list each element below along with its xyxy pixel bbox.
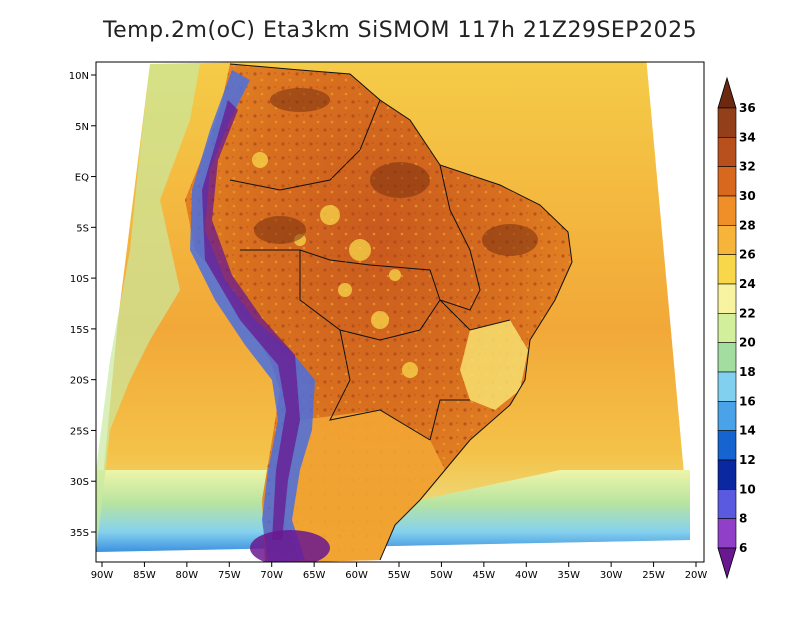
colorbar: 36 34 32 30 28 26 24 22 20 18 16 14 12 10 8 6 xyxy=(717,76,756,580)
lat-tick-label: 5N xyxy=(75,122,89,133)
colorbar-top-arrow xyxy=(717,76,737,109)
map-title: Temp.2m(oC) Eta3km SiSMOM 117h 21Z29SEP2… xyxy=(102,18,698,43)
colorbar-label: 34 xyxy=(739,130,756,144)
colorbar-bin xyxy=(717,489,737,519)
colorbar-bin xyxy=(717,401,737,431)
lon-tick-label: 45W xyxy=(473,570,496,581)
colorbar-label: 6 xyxy=(739,541,747,555)
se-highlands xyxy=(460,320,528,410)
colorbar-bin xyxy=(717,371,737,402)
colorbar-bin xyxy=(717,225,737,255)
colorbar-bin xyxy=(717,430,737,461)
colorbar-label: 36 xyxy=(739,101,756,115)
southern-cold-pool xyxy=(250,530,330,562)
lon-tick-label: 80W xyxy=(176,570,199,581)
lon-tick-label: 60W xyxy=(345,570,368,581)
lon-tick-label: 90W xyxy=(91,570,114,581)
colorbar-label: 14 xyxy=(739,424,756,438)
lon-tick-label: 25W xyxy=(642,570,665,581)
lon-tick-label: 50W xyxy=(430,570,453,581)
colorbar-bottom-arrow xyxy=(717,547,737,580)
lat-tick-label: 25S xyxy=(70,426,89,437)
lon-tick-label: 30W xyxy=(600,570,623,581)
colorbar-label: 22 xyxy=(739,306,756,320)
lon-tick-label: 40W xyxy=(515,570,538,581)
colorbar-label: 32 xyxy=(739,160,756,174)
colorbar-label: 18 xyxy=(739,365,756,379)
warm-spots xyxy=(252,152,418,378)
colorbar-label: 20 xyxy=(739,336,756,350)
colorbar-bin xyxy=(717,313,737,343)
colorbar-label: 8 xyxy=(739,512,747,526)
southern-cone xyxy=(285,410,445,562)
lat-tick-label: EQ xyxy=(75,173,89,184)
map-field xyxy=(96,62,704,562)
colorbar-label: 12 xyxy=(739,453,756,467)
colorbar-label: 10 xyxy=(739,482,756,496)
colorbar-bin xyxy=(717,342,737,373)
lat-tick-label: 20S xyxy=(70,376,89,387)
hot-cores xyxy=(254,88,538,256)
lat-tick-label: 15S xyxy=(70,325,89,336)
plot-frame xyxy=(95,61,705,563)
colorbar-label: 24 xyxy=(739,277,756,291)
lon-tick-label: 75W xyxy=(218,570,241,581)
colorbar-bin xyxy=(717,283,737,314)
lon-tick-label: 55W xyxy=(388,570,411,581)
colorbar-label: 28 xyxy=(739,218,756,232)
lat-tick-label: 10N xyxy=(69,71,89,82)
lat-tick-label: 35S xyxy=(70,528,89,539)
colorbar-bin xyxy=(717,137,737,167)
colorbar-label: 16 xyxy=(739,394,756,408)
andes-peaks xyxy=(202,100,300,540)
lon-tick-label: 85W xyxy=(133,570,156,581)
colorbar-label: 26 xyxy=(739,248,756,262)
pacific-cool-band xyxy=(96,64,200,552)
colorbar-bin xyxy=(717,254,737,285)
colorbar-label: 30 xyxy=(739,189,756,203)
lon-tick-label: 35W xyxy=(557,570,580,581)
colorbar-bin xyxy=(717,459,737,490)
lat-tick-label: 5S xyxy=(76,223,89,234)
lon-tick-label: 20W xyxy=(685,570,708,581)
colorbar-bin xyxy=(717,518,737,549)
lat-tick-label: 10S xyxy=(70,274,89,285)
lon-tick-label: 65W xyxy=(303,570,326,581)
colorbar-bin xyxy=(717,166,737,197)
colorbar-bin xyxy=(717,195,737,226)
longitude-axis: 90W 85W 80W 75W 70W 65W 60W 55W 50W 45W 40W 35W 30W 2… xyxy=(91,562,708,581)
colorbar-bin xyxy=(717,107,737,138)
country-borders xyxy=(229,63,573,561)
lon-tick-label: 70W xyxy=(260,570,283,581)
lat-tick-label: 30S xyxy=(70,477,89,488)
latitude-axis: 10N 5N EQ 5S 10S 15S 20S 25S 30S 35S xyxy=(69,71,96,539)
